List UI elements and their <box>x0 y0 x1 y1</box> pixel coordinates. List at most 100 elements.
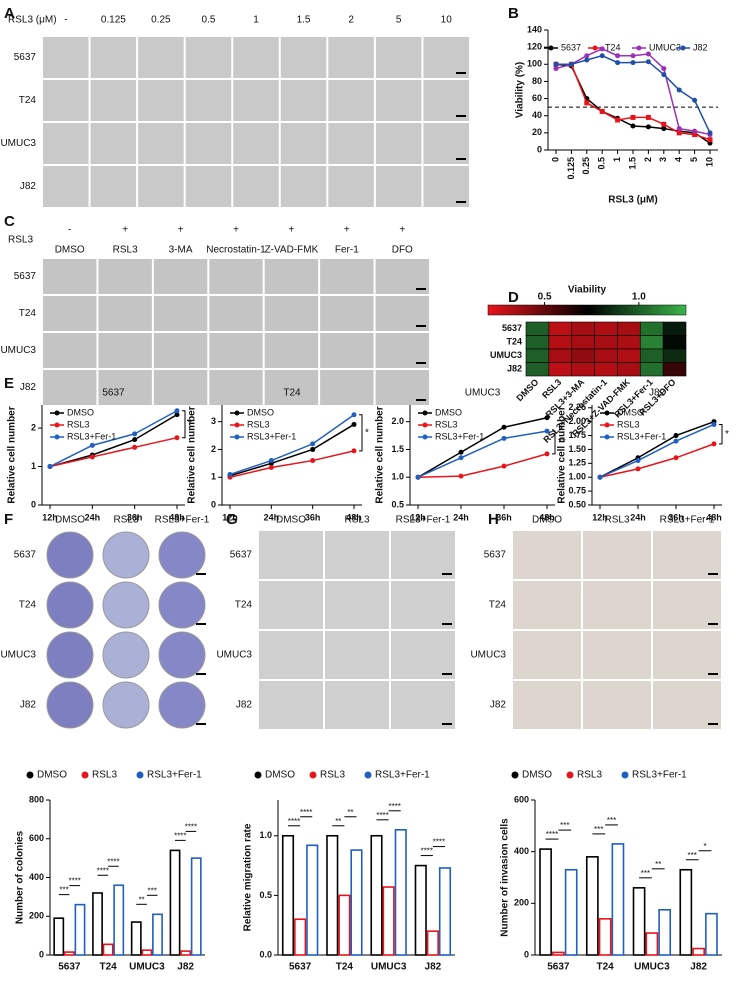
column-label: 0.125 <box>101 15 126 26</box>
row-label: T24 <box>19 308 37 319</box>
significance-label: *** <box>560 821 569 830</box>
panel-label: G <box>226 511 238 528</box>
x-tick-label: T24 <box>336 962 354 973</box>
legend-marker <box>511 771 519 779</box>
bar <box>130 921 142 956</box>
data-point <box>615 60 621 66</box>
x-tick-label: 48h <box>539 512 555 522</box>
legend-label: DMSO <box>247 407 274 417</box>
significance-label: **** <box>300 808 312 817</box>
micrograph <box>652 680 722 730</box>
legend-marker <box>636 45 642 51</box>
column-label: DFO <box>392 245 413 256</box>
data-point <box>599 46 605 52</box>
x-tick-label: 1.5 <box>627 157 637 170</box>
significance-label: ** <box>655 860 661 869</box>
panel-label: B <box>508 5 519 22</box>
micrograph <box>390 630 456 680</box>
micrograph <box>279 165 328 208</box>
x-tick-label: 3 <box>658 157 668 162</box>
heatmap-cell <box>525 321 550 336</box>
data-point <box>630 53 636 59</box>
legend-marker <box>566 771 574 779</box>
significance-label: *** <box>688 851 697 860</box>
series-line <box>555 63 711 144</box>
x-tick-label: 5 <box>689 157 699 162</box>
legend-marker <box>604 422 610 428</box>
y-tick-label: 20 <box>532 127 542 137</box>
heatmap-cell <box>617 321 641 336</box>
row-label: 5637 <box>14 271 37 282</box>
heatmap-cell <box>525 348 550 363</box>
micrograph <box>152 295 209 332</box>
series-line <box>49 436 178 468</box>
bar <box>169 849 181 956</box>
data-point <box>584 57 590 63</box>
x-tick-label: 12h <box>42 512 58 522</box>
series-line <box>417 417 548 478</box>
legend-label: RSL3+Fer-1 <box>247 431 296 441</box>
micrograph <box>512 630 582 680</box>
heatmap-cell <box>548 362 573 377</box>
y-tick-label: 600 <box>29 833 44 843</box>
micrograph <box>152 332 209 369</box>
column-label: DMSO <box>276 515 306 526</box>
column-label: RSL3 <box>113 515 138 526</box>
legend-label: RSL3+Fer-1 <box>147 770 202 781</box>
y-tick-label: 0.0 <box>259 949 272 959</box>
micrograph <box>208 295 264 332</box>
row-label: UMUC3 <box>0 138 36 149</box>
column-label: 1.5 <box>297 15 311 26</box>
column-label: RSL3 <box>604 515 629 526</box>
legend-marker <box>26 771 34 779</box>
micrograph <box>89 79 138 122</box>
colony-plate <box>46 631 94 679</box>
x-tick-label: 48h <box>169 512 185 522</box>
micrograph <box>89 122 138 165</box>
y-tick-label: 1.0 <box>259 830 272 840</box>
y-tick-label: 0 <box>524 949 529 959</box>
x-tick-label: 36h <box>305 512 321 522</box>
series-line <box>599 423 715 478</box>
legend-marker <box>54 410 60 416</box>
legend-label: UMUC3 <box>649 42 681 52</box>
bar <box>338 894 351 956</box>
bar <box>74 903 86 956</box>
significance-bracket <box>552 430 556 455</box>
bar <box>645 932 659 956</box>
data-point <box>310 441 316 447</box>
series-line <box>229 450 355 478</box>
y-tick-label: 1 <box>31 461 36 471</box>
heatmap-cell <box>662 362 687 377</box>
data-point <box>568 61 574 67</box>
y-tick-label: 3 <box>211 416 216 426</box>
micrograph <box>208 369 264 406</box>
data-point <box>661 126 667 132</box>
data-point <box>584 100 590 106</box>
x-tick-label: 0 <box>550 157 560 162</box>
bar <box>438 867 452 956</box>
micrograph <box>152 258 209 295</box>
x-tick-label: 1 <box>612 157 622 162</box>
bar <box>692 947 705 956</box>
x-tick-label: 48h <box>706 512 722 522</box>
micrograph <box>263 332 320 369</box>
treatment-flag: + <box>178 225 184 236</box>
y-tick-label: 120 <box>527 42 542 52</box>
micrograph <box>319 369 375 406</box>
bar <box>350 849 363 956</box>
micrograph <box>652 530 722 580</box>
panel-label: D <box>508 289 519 306</box>
data-point <box>351 412 357 418</box>
legend-label: RSL3 <box>92 770 117 781</box>
significance-label: *** <box>641 869 650 878</box>
x-tick-label: 24h <box>453 512 469 522</box>
data-point <box>645 51 651 57</box>
significance-label: * <box>365 427 369 438</box>
y-axis-label: Relative cell number <box>7 406 18 503</box>
x-tick-label: 4 <box>674 157 684 162</box>
micrograph <box>652 630 722 680</box>
row-label: T24 <box>489 600 507 611</box>
micrograph <box>279 79 328 122</box>
micrograph <box>184 79 233 122</box>
